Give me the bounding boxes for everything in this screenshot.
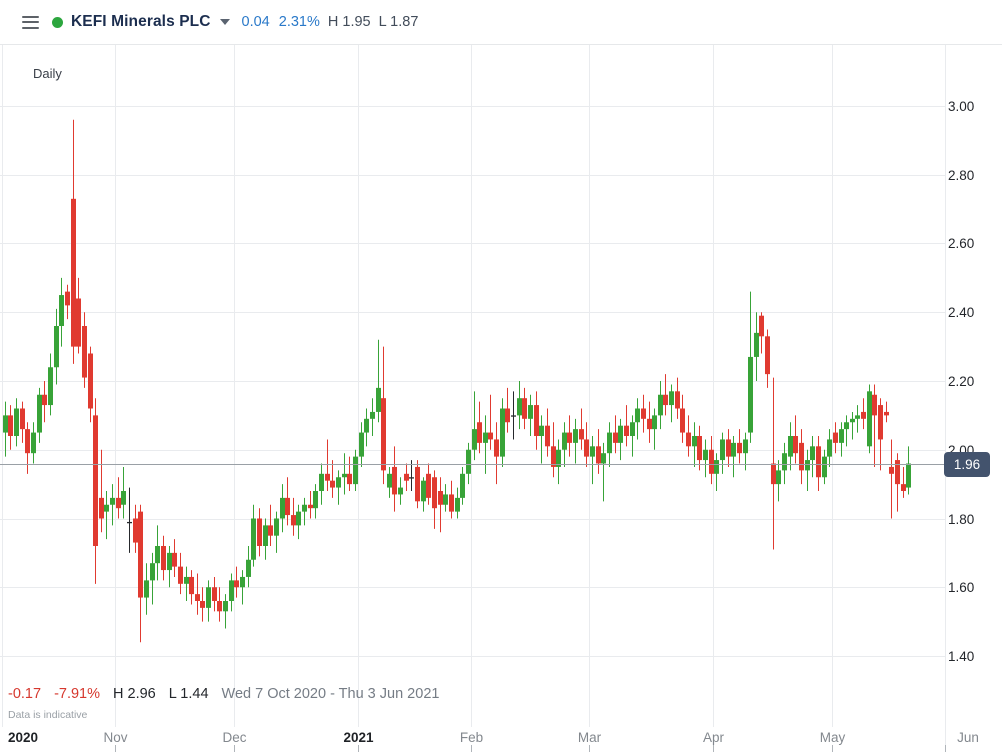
date-range: Wed 7 Oct 2020 - Thu 3 Jun 2021	[221, 686, 440, 702]
svg-text:Jun: Jun	[957, 730, 979, 745]
period-stats: -0.17 -7.91% H 2.96 L 1.44 Wed 7 Oct 202…	[8, 686, 452, 702]
indicative-data-note: Data is indicative	[8, 709, 88, 721]
svg-text:2.80: 2.80	[948, 168, 974, 183]
period-high: H 2.96	[113, 686, 156, 702]
period-low: L 1.44	[168, 686, 209, 702]
svg-text:Nov: Nov	[103, 730, 127, 745]
instrument-name[interactable]: KEFI Minerals PLC	[71, 13, 211, 30]
day-high: H 1.95	[327, 14, 371, 30]
svg-text:1.60: 1.60	[948, 580, 974, 595]
svg-text:1.80: 1.80	[948, 512, 974, 527]
interval-label: Daily	[33, 66, 62, 81]
svg-text:2020: 2020	[8, 730, 38, 745]
day-low: L 1.87	[378, 14, 419, 30]
current-price-badge: 1.96	[944, 452, 990, 477]
market-status-dot-icon	[52, 16, 63, 28]
svg-text:2.60: 2.60	[948, 236, 974, 251]
chart-header: KEFI Minerals PLC 0.04 2.31% H 1.95 L 1.…	[0, 0, 1002, 45]
chevron-down-icon[interactable]	[219, 19, 230, 25]
period-change-percent: -7.91%	[54, 686, 101, 702]
svg-text:Feb: Feb	[460, 730, 483, 745]
svg-text:Apr: Apr	[703, 730, 725, 745]
svg-text:2.20: 2.20	[948, 374, 974, 389]
svg-text:1.40: 1.40	[948, 649, 974, 664]
svg-text:3.00: 3.00	[948, 99, 974, 114]
svg-text:Dec: Dec	[222, 730, 246, 745]
change-value: 0.04	[241, 14, 270, 30]
menu-icon[interactable]	[22, 15, 39, 29]
svg-text:2.40: 2.40	[948, 305, 974, 320]
svg-text:2021: 2021	[343, 730, 374, 745]
period-change: -0.17	[8, 686, 42, 702]
change-percent: 2.31%	[278, 14, 320, 30]
svg-text:May: May	[820, 730, 846, 745]
svg-text:Mar: Mar	[578, 730, 602, 745]
